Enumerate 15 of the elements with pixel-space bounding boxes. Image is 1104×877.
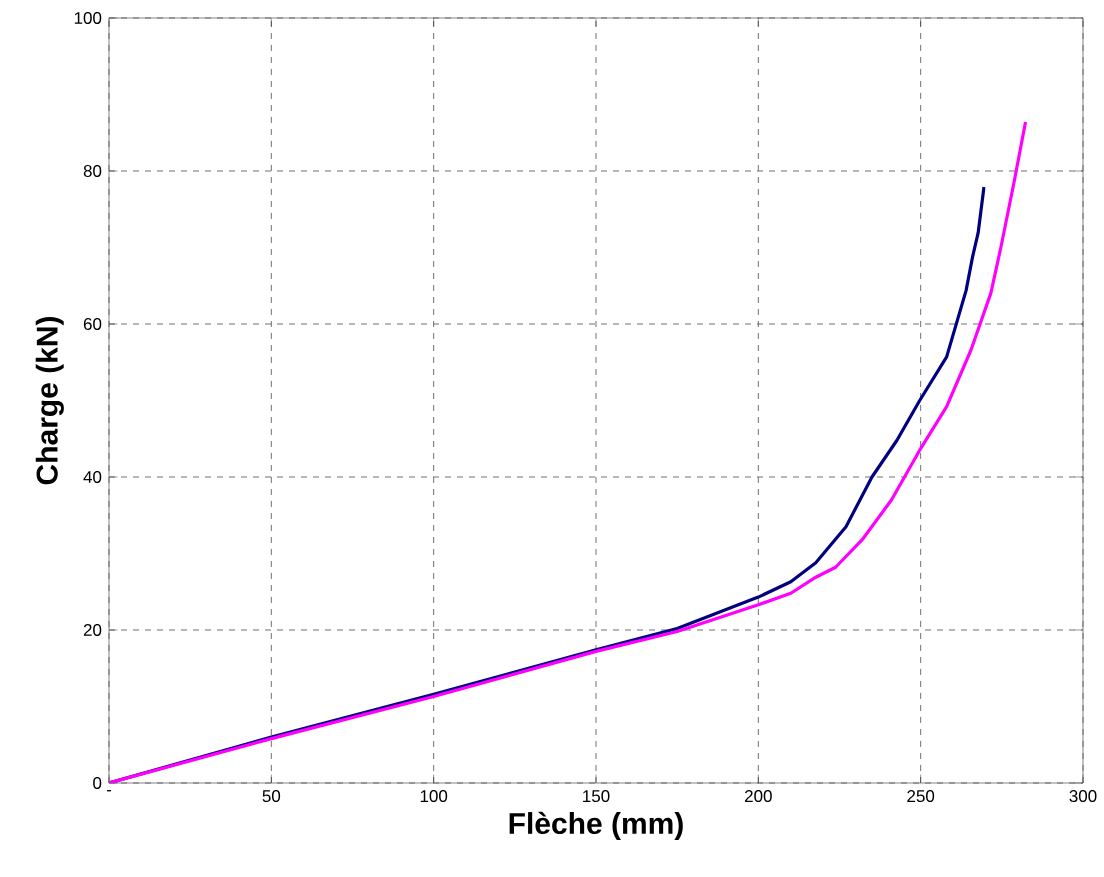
y-tick-label: 80 [83,164,102,177]
x-tick-label: 50 [262,790,281,803]
x-tick-label: 100 [420,790,448,803]
x-tick-label: 300 [1069,790,1097,803]
y-tick-label: 60 [83,317,102,330]
x-tick-label: 250 [907,790,935,803]
x-axis-title: Flèche (mm) [509,811,683,841]
x-tick-label: 150 [583,790,610,803]
y-tick-label: 100 [74,11,102,24]
y-tick-label: 40 [83,470,102,483]
y-axis-title: Charge (kN) [35,317,64,485]
x-tick-label: - [106,790,112,792]
x-tick-label: 200 [745,790,772,803]
y-tick-label: 20 [83,623,102,636]
y-tick-label: 0 [93,776,102,789]
